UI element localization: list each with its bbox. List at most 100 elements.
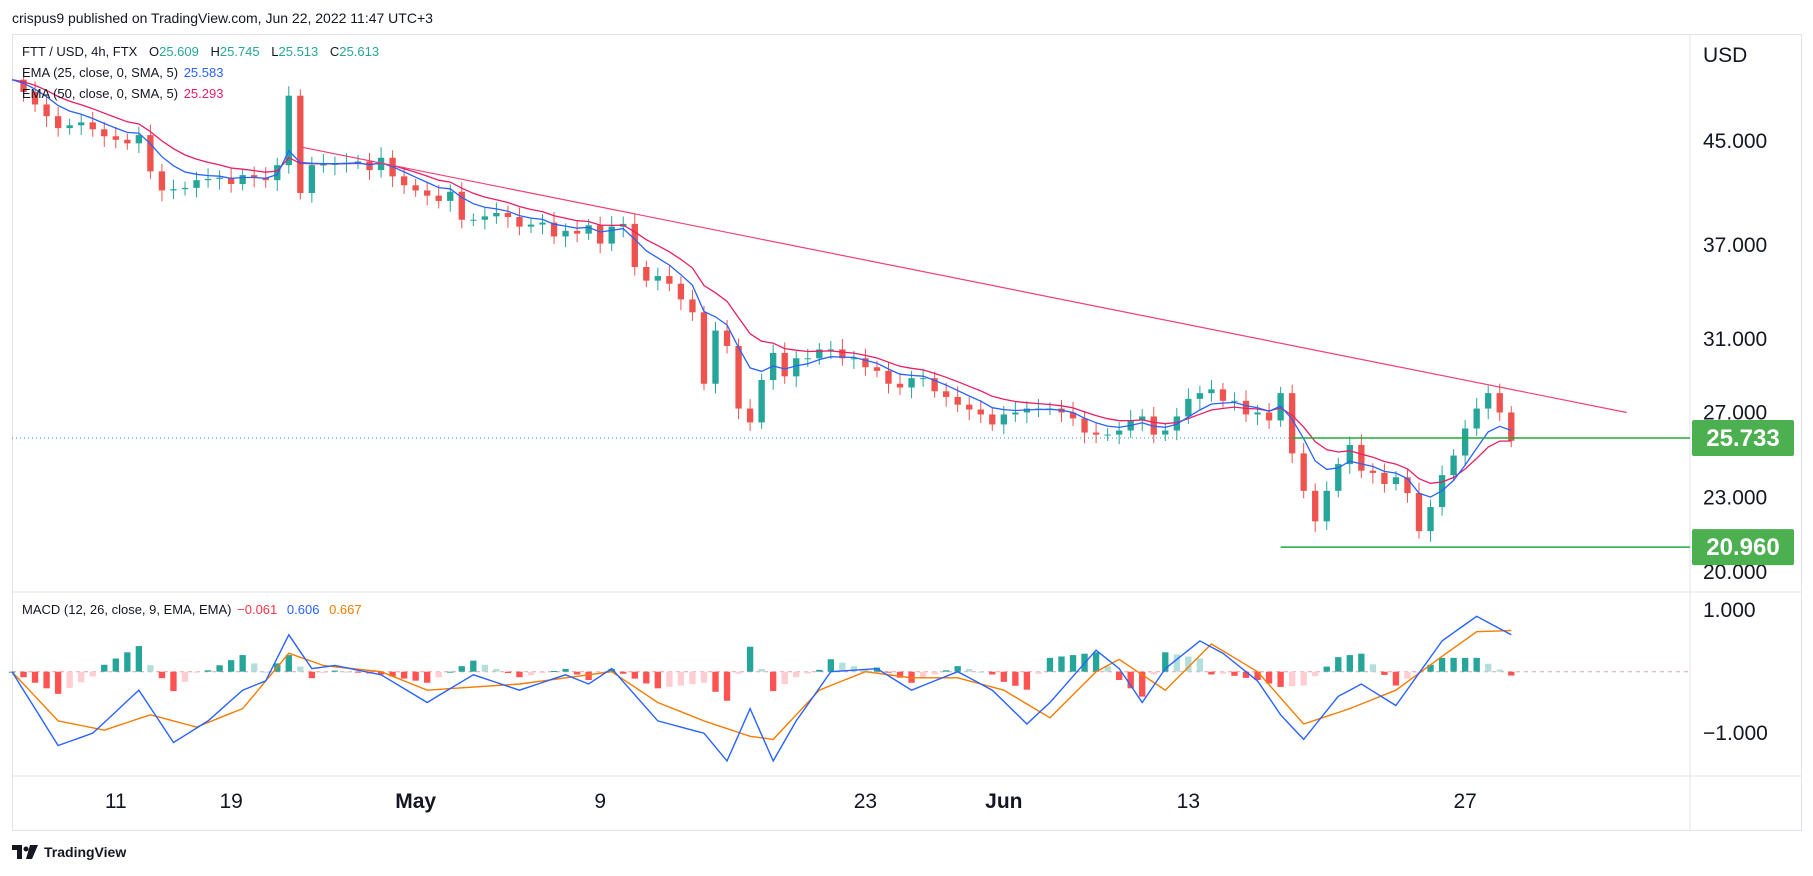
candle-body (1473, 408, 1480, 429)
candle-body (181, 187, 189, 190)
candle-body (1185, 398, 1192, 417)
macd-histogram-bar (112, 658, 119, 672)
candle-body (746, 408, 754, 423)
macd-legend[interactable]: MACD (12, 26, close, 9, EMA, EMA) −0.061… (22, 602, 362, 617)
candle-body (216, 177, 223, 179)
macd-histogram-bar (1438, 657, 1446, 672)
macd-histogram-bar (850, 666, 858, 672)
macd-histogram-bar (931, 671, 938, 675)
candle-body (723, 330, 731, 346)
macd-signal-line (11, 629, 1512, 741)
macd-histogram-bar (389, 671, 396, 677)
macd-histogram-bar (320, 671, 327, 674)
macd-histogram-bar (1369, 664, 1377, 672)
candle-body (1162, 430, 1169, 435)
candle-body (908, 378, 915, 388)
candle-body (112, 136, 119, 140)
candle-body (827, 349, 835, 351)
macd-signal-value: 0.667 (329, 602, 362, 617)
macd-histogram-bar (1300, 671, 1307, 686)
candle-body (1069, 412, 1077, 419)
candle-body (666, 276, 673, 284)
macd-histogram-bar (1254, 671, 1261, 680)
macd-histogram-bar (769, 671, 777, 692)
candle-body (1196, 393, 1204, 399)
macd-histogram-bar (631, 671, 638, 679)
macd-histogram-bar (539, 671, 546, 674)
time-tick-label: 19 (219, 790, 242, 813)
candle-body (989, 414, 996, 425)
candle-body (1115, 430, 1123, 435)
candle-body (735, 345, 742, 409)
ema25-line (11, 79, 1512, 498)
macd-histogram-bar (804, 671, 811, 674)
ema25-legend[interactable]: EMA (25, close, 0, SMA, 5) 25.583 (22, 65, 223, 80)
macd-histogram-bar (1092, 652, 1100, 672)
price-tag-lower: 20.960 (1706, 534, 1779, 561)
ema50-label: EMA (50, close, 0, SMA, 5) (22, 86, 179, 101)
candle-body (931, 378, 938, 392)
macd-histogram-bar (1323, 666, 1330, 672)
tradingview-footer[interactable]: TradingView (12, 844, 126, 860)
macd-histogram-bar (1035, 671, 1042, 674)
macd-histogram-bar (1162, 652, 1169, 672)
macd-histogram-bar (781, 671, 788, 685)
macd-histogram-bar (1277, 671, 1284, 687)
candle-body (527, 224, 535, 227)
macd-histogram-bar (135, 646, 143, 672)
candle-body (689, 299, 696, 313)
candle-body (1415, 493, 1423, 532)
candle-body (354, 161, 362, 163)
ema50-legend[interactable]: EMA (50, close, 0, SMA, 5) 25.293 (22, 86, 223, 101)
open-value: 25.609 (159, 44, 199, 59)
close-label: C (329, 44, 340, 59)
macd-histogram-bar (424, 671, 431, 683)
candle-body (1012, 412, 1019, 415)
candle-body (954, 396, 961, 405)
candle-body (643, 267, 650, 281)
macd-histogram-bar (700, 671, 708, 683)
macd-histogram-bar (689, 671, 696, 685)
macd-tick-label: −1.000 (1703, 722, 1768, 745)
macd-histogram-bar (1473, 657, 1480, 672)
candle-body (942, 391, 950, 397)
macd-histogram-bar (989, 671, 996, 675)
candle-body (193, 180, 200, 188)
candle-body (677, 283, 685, 300)
candle-body (504, 212, 512, 218)
macd-histogram-bar (1392, 671, 1400, 686)
macd-line (11, 615, 1512, 763)
candle-body (239, 175, 246, 185)
candle-body (89, 122, 96, 130)
macd-histogram-bar (447, 671, 454, 673)
macd-tick-label: 1.000 (1703, 599, 1756, 622)
macd-histogram-bar (343, 671, 350, 673)
candle-body (147, 135, 154, 172)
low-label: L (271, 44, 279, 59)
macd-histogram-bar (54, 671, 62, 694)
candle-body (297, 95, 304, 194)
price-tag-lower-bg (1692, 529, 1794, 566)
ema25-label: EMA (25, close, 0, SMA, 5) (22, 65, 179, 80)
macd-histogram-bar (1139, 671, 1146, 697)
candle-body (758, 380, 765, 423)
candle-body (573, 230, 581, 234)
tradingview-brand: TradingView (44, 844, 127, 860)
price-tag-upper: 25.733 (1706, 425, 1779, 452)
candles-group (20, 71, 1515, 542)
macd-histogram-bar (78, 671, 85, 683)
macd-histogram-bar (1115, 671, 1123, 680)
macd-histogram-bar (1265, 671, 1273, 684)
open-label: O (148, 44, 160, 59)
macd-histogram-bar (308, 671, 316, 679)
symbol-label[interactable]: FTT / USD, 4h, FTX (22, 44, 138, 59)
price-tick-label: 20.000 (1703, 561, 1767, 584)
candle-body (966, 404, 973, 410)
candle-body (1508, 412, 1515, 441)
macd-histogram-bar (158, 671, 166, 679)
macd-histogram-bar (124, 652, 131, 672)
macd-histogram-bar (1196, 658, 1204, 672)
macd-histogram-bar (1496, 669, 1503, 672)
candle-body (793, 358, 800, 377)
